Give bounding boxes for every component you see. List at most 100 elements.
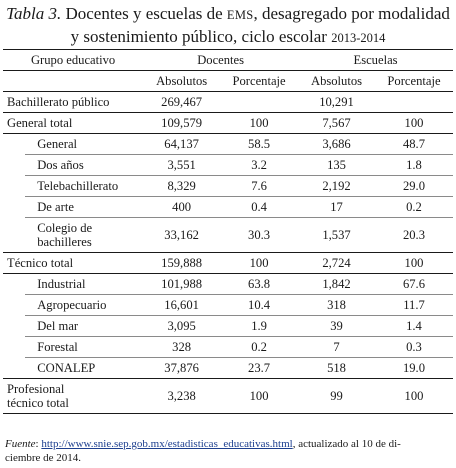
row-label: General bbox=[25, 133, 144, 155]
table-row: Telebachillerato 8,329 7.6 2,192 29.0 bbox=[3, 175, 453, 197]
docentes-absolutos: 269,467 bbox=[161, 94, 203, 109]
row-label-line1: Colegio de bbox=[37, 221, 93, 235]
table-row: Industrial 101,988 63.8 1,842 67.6 bbox=[3, 273, 453, 295]
docentes-porcentaje: 100 bbox=[249, 115, 269, 130]
table-row: Agropecuario 16,601 10.4 318 11.7 bbox=[3, 294, 453, 316]
docentes-absolutos: 16,601 bbox=[143, 294, 221, 316]
docentes-porcentaje: 23.7 bbox=[248, 360, 271, 375]
header-docentes: Docentes bbox=[197, 52, 245, 67]
escuelas-absolutos: 1,537 bbox=[322, 227, 351, 242]
data-table: Grupo educativo Docentes Escuelas Absolu… bbox=[3, 49, 453, 414]
escuelas-porcentaje: 11.7 bbox=[374, 294, 453, 316]
escuelas-absolutos: 2,724 bbox=[322, 255, 351, 270]
row-label: Telebachillerato bbox=[25, 175, 144, 197]
header-escuelas-porcentaje: Porcentaje bbox=[374, 70, 453, 92]
escuelas-porcentaje: 0.2 bbox=[374, 196, 453, 218]
table-row: Del mar 3,095 1.9 39 1.4 bbox=[3, 315, 453, 337]
docentes-porcentaje: 100 bbox=[249, 255, 269, 270]
docentes-absolutos: 328 bbox=[143, 336, 221, 358]
table-row: Dos años 3,551 3.2 135 1.8 bbox=[3, 154, 453, 176]
row-label-line2: bachilleres bbox=[37, 235, 92, 249]
escuelas-absolutos: 17 bbox=[298, 196, 375, 218]
escuelas-porcentaje: 100 bbox=[404, 115, 424, 130]
table-row: CONALEP 37,876 23.7 518 19.0 bbox=[3, 358, 453, 379]
row-label: General total bbox=[7, 115, 73, 130]
table-row: General total 109,579 100 7,567 100 bbox=[3, 113, 453, 134]
table-caption: Tabla 3. Docentes y escuelas de EMS, des… bbox=[6, 3, 450, 49]
docentes-absolutos: 400 bbox=[143, 196, 221, 218]
source-note-before: , actualizado al 10 de di- bbox=[292, 438, 401, 450]
docentes-absolutos: 8,329 bbox=[143, 175, 221, 197]
row-label: Del mar bbox=[25, 315, 144, 337]
table-subheader-row: Absolutos Porcentaje Absolutos Porcentaj… bbox=[3, 70, 453, 92]
escuelas-absolutos: 518 bbox=[327, 360, 346, 375]
source-label: Fuente bbox=[5, 438, 36, 450]
row-label: Técnico total bbox=[7, 255, 74, 270]
docentes-porcentaje: 7.6 bbox=[220, 175, 299, 197]
row-label: Bachillerato público bbox=[7, 94, 110, 109]
docentes-absolutos: 3,551 bbox=[143, 154, 221, 176]
escuelas-absolutos: 7,567 bbox=[322, 115, 351, 130]
caption-years: 2013-2014 bbox=[331, 31, 386, 45]
docentes-absolutos: 3,238 bbox=[167, 388, 196, 403]
escuelas-absolutos: 99 bbox=[330, 388, 343, 403]
docentes-porcentaje: 10.4 bbox=[220, 294, 299, 316]
docentes-porcentaje: 3.2 bbox=[220, 154, 299, 176]
header-escuelas: Escuelas bbox=[353, 52, 398, 67]
docentes-porcentaje: 100 bbox=[249, 388, 269, 403]
escuelas-absolutos: 7 bbox=[298, 336, 375, 358]
caption-text-after: , desagregado por modalidad y sostenimie… bbox=[70, 4, 450, 46]
escuelas-porcentaje bbox=[375, 92, 453, 113]
header-empty bbox=[3, 70, 144, 92]
caption-abbr: EMS bbox=[226, 8, 254, 22]
docentes-porcentaje: 63.8 bbox=[220, 273, 299, 295]
table-row: Bachillerato público 269,467 10,291 bbox=[3, 92, 453, 113]
table-row: Colegio de bachilleres 33,162 30.3 1,537 … bbox=[3, 218, 453, 253]
docentes-absolutos: 33,162 bbox=[164, 227, 199, 242]
docentes-porcentaje bbox=[220, 92, 298, 113]
escuelas-porcentaje: 19.0 bbox=[402, 360, 425, 375]
docentes-absolutos: 64,137 bbox=[143, 133, 221, 155]
row-label: Dos años bbox=[25, 154, 144, 176]
row-label: Forestal bbox=[25, 336, 144, 358]
source-note-after: ciembre de 2014. bbox=[5, 451, 82, 464]
escuelas-absolutos: 1,842 bbox=[298, 273, 375, 295]
header-escuelas-absolutos: Absolutos bbox=[298, 70, 375, 92]
source-link[interactable]: http://www.snie.sep.gob.mx/estadisticas_… bbox=[41, 438, 293, 450]
row-label-line1: Profesional bbox=[7, 382, 65, 396]
escuelas-porcentaje: 20.3 bbox=[402, 227, 425, 242]
escuelas-porcentaje: 67.6 bbox=[374, 273, 453, 295]
docentes-absolutos: 109,579 bbox=[161, 115, 203, 130]
docentes-absolutos: 159,888 bbox=[161, 255, 203, 270]
caption-text-before: Docentes y escuelas de bbox=[65, 4, 223, 23]
escuelas-porcentaje: 1.4 bbox=[374, 315, 453, 337]
header-group-educativo: Grupo educativo bbox=[30, 52, 116, 67]
docentes-porcentaje: 58.5 bbox=[220, 133, 299, 155]
row-label: Colegio de bachilleres bbox=[25, 218, 143, 253]
table-row: Forestal 328 0.2 7 0.3 bbox=[3, 336, 453, 358]
table-row: De arte 400 0.4 17 0.2 bbox=[3, 196, 453, 218]
header-docentes-porcentaje: Porcentaje bbox=[220, 70, 299, 92]
docentes-porcentaje: 30.3 bbox=[248, 227, 271, 242]
row-label-line2: técnico total bbox=[7, 396, 69, 410]
escuelas-absolutos: 2,192 bbox=[298, 175, 375, 197]
table-row: Profesional técnico total 3,238 100 99 10… bbox=[3, 379, 453, 414]
row-label: Industrial bbox=[25, 273, 144, 295]
escuelas-porcentaje: 0.3 bbox=[374, 336, 453, 358]
escuelas-porcentaje: 29.0 bbox=[374, 175, 453, 197]
row-label: CONALEP bbox=[37, 360, 96, 375]
docentes-absolutos: 3,095 bbox=[143, 315, 221, 337]
escuelas-porcentaje: 48.7 bbox=[374, 133, 453, 155]
escuelas-absolutos: 39 bbox=[298, 315, 375, 337]
docentes-porcentaje: 0.2 bbox=[220, 336, 299, 358]
docentes-porcentaje: 0.4 bbox=[220, 196, 299, 218]
table-row: Técnico total 159,888 100 2,724 100 bbox=[3, 253, 453, 274]
source-note: Fuente: http://www.snie.sep.gob.mx/estad… bbox=[5, 438, 401, 464]
row-label: Profesional técnico total bbox=[3, 379, 143, 414]
escuelas-porcentaje: 100 bbox=[404, 388, 424, 403]
escuelas-absolutos: 135 bbox=[298, 154, 375, 176]
caption-label: Tabla 3. bbox=[6, 4, 62, 23]
row-label: Agropecuario bbox=[25, 294, 144, 316]
escuelas-absolutos: 3,686 bbox=[298, 133, 375, 155]
